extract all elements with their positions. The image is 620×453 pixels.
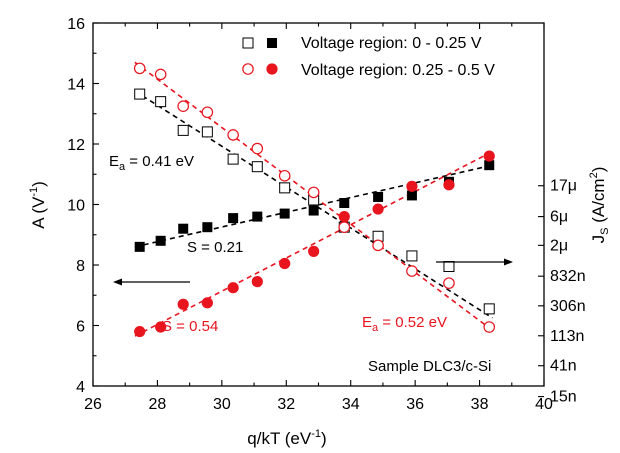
y2-tick-label: 17μ: [550, 178, 577, 195]
filled-square-point: [373, 191, 384, 202]
y-tick-label: 8: [76, 258, 85, 275]
filled-circle-point: [443, 179, 455, 191]
x-tick-label: 38: [471, 396, 489, 413]
x-axis-title: q/kT (eV-1): [247, 428, 326, 448]
x-tick-label: 36: [406, 396, 424, 413]
annotation-s-black: S = 0.21: [187, 239, 243, 256]
annotation-ea-red: Ea = 0.52 eV: [362, 314, 447, 334]
filled-square-point: [178, 223, 189, 234]
filled-circle-point: [338, 211, 350, 223]
filled-circle-point: [134, 325, 146, 338]
legend-label-red: Voltage region: 0.25 - 0.5 V: [301, 62, 495, 79]
annotation-sample: Sample DLC3/c-Si: [368, 358, 491, 375]
filled-circle-point: [483, 150, 495, 162]
y2-axis-title: JS (A/cm2): [588, 167, 611, 244]
legend-open-square-marker: [242, 37, 254, 49]
open-square-point: [177, 124, 189, 136]
filled-square-point: [155, 235, 166, 246]
filled-circle-point: [155, 321, 167, 333]
open-circle-point: [154, 68, 167, 81]
filled-circle-point: [406, 180, 418, 192]
y2-tick-label: 15n: [550, 389, 577, 406]
filled-square-point: [202, 222, 213, 233]
filled-circle-point: [279, 257, 291, 270]
y-tick-label: 14: [67, 77, 85, 94]
filled-circle-point: [227, 282, 239, 294]
filled-square-point: [308, 205, 319, 216]
filled-square-point: [279, 208, 290, 219]
open-circle-point: [338, 221, 351, 233]
filled-circle-point: [372, 203, 384, 215]
open-square-point: [483, 303, 495, 315]
filled-circle-point: [201, 297, 213, 309]
open-circle-point: [201, 106, 214, 119]
open-square-point: [251, 161, 263, 173]
legend-open-circle-marker: [242, 63, 254, 75]
y2-tick-label: 832n: [550, 268, 586, 285]
legend-label-black: Voltage region: 0 - 0.25 V: [301, 35, 482, 52]
filled-square-point: [228, 213, 239, 224]
open-circle-point: [251, 142, 264, 155]
annotation-s-red: S = 0.54: [162, 318, 218, 335]
filled-circle-point: [308, 245, 320, 257]
legend-filled-square-marker: [267, 38, 277, 48]
open-square-point: [227, 153, 239, 165]
filled-square-point: [406, 190, 417, 201]
x-tick-label: 40: [535, 396, 553, 413]
x-tick-label: 32: [277, 396, 295, 413]
open-square-point: [155, 96, 167, 108]
open-square-point: [443, 261, 455, 273]
y2-tick-label: 41n: [550, 358, 577, 375]
y2-tick-label: 2μ: [550, 237, 568, 254]
y-axis-title: A (V-1): [28, 181, 48, 229]
fit-line-filled: [134, 150, 493, 337]
x-tick-label: 30: [213, 396, 231, 413]
open-circle-point: [133, 62, 146, 75]
open-square-point: [201, 126, 213, 138]
filled-square-point: [339, 197, 350, 208]
x-tick-label: 34: [342, 396, 360, 413]
filled-circle-point: [251, 276, 263, 288]
open-circle-point: [177, 100, 189, 112]
open-square-point: [279, 182, 291, 194]
open-circle-point: [227, 129, 239, 141]
y-tick-label: 16: [67, 16, 85, 33]
data-marks: [133, 62, 496, 338]
open-circle-point: [372, 239, 384, 252]
open-square-point: [406, 250, 418, 262]
x-tick-label: 26: [84, 396, 102, 413]
open-circle-point: [483, 321, 496, 333]
axis-ticks: 26 28 30 32 34 36 38 40 4 6 8 10 12 14 16 15n 41n 113n 306…: [67, 16, 585, 413]
y-tick-label: 12: [67, 137, 85, 154]
filled-square-point: [134, 241, 145, 252]
y-tick-label: 6: [76, 319, 85, 336]
open-circle-point: [406, 265, 418, 277]
y-tick-label: 4: [76, 379, 85, 396]
y2-tick-label: 306n: [550, 298, 586, 315]
legend-filled-circle-marker: [266, 63, 278, 75]
annotation-ea-black: Ea = 0.41 eV: [109, 153, 194, 173]
y-tick-label: 10: [67, 198, 85, 215]
y2-tick-label: 113n: [550, 328, 584, 345]
filled-square-point: [484, 160, 495, 171]
left-axis-arrow: [113, 278, 190, 286]
filled-circle-point: [177, 298, 189, 310]
open-circle-point: [307, 186, 320, 199]
y2-tick-label: 6μ: [550, 209, 568, 226]
x-tick-label: 28: [149, 396, 167, 413]
legend: Voltage region: 0 - 0.25 V Voltage regio…: [242, 35, 495, 79]
open-circle-point: [278, 169, 291, 182]
right-axis-arrow: [436, 258, 513, 266]
open-square-point: [134, 88, 146, 100]
open-circle-point: [443, 277, 455, 289]
filled-square-point: [252, 211, 263, 222]
